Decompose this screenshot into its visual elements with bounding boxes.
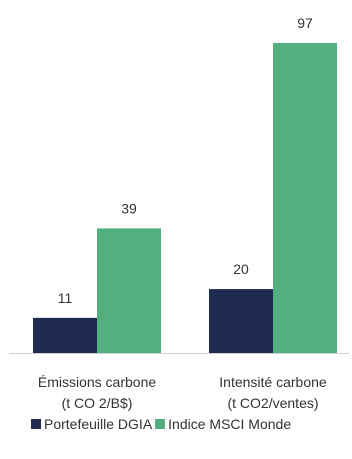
legend-label-msci: Indice MSCI Monde [168,416,292,432]
bars-group [33,43,337,353]
category-labels-group: Émissions carbone (t CO 2/B$) Intensité ca… [38,374,327,411]
legend-label-portefeuille: Portefeuille DGIA [44,416,153,432]
category-label-emissions-line2: (t CO 2/B$) [62,395,133,411]
category-label-emissions-line1: Émissions carbone [38,374,156,390]
category-label-intensite-line1: Intensité carbone [219,374,327,390]
legend-swatch-msci [155,419,166,429]
legend-swatch-portefeuille [31,419,41,429]
category-label-intensite-line2: (t CO2/ventes) [227,395,318,411]
legend-item-msci: Indice MSCI Monde [155,416,291,432]
value-label-portefeuille-emissions: 11 [58,290,73,306]
bar-msci-intensite [273,43,337,353]
value-label-portefeuille-intensite: 20 [233,261,249,277]
value-label-msci-intensite: 97 [297,15,313,31]
legend: Portefeuille DGIA Indice MSCI Monde [31,416,291,432]
bar-portefeuille-intensite [209,289,273,353]
bar-msci-emissions [97,228,161,353]
value-label-msci-emissions: 39 [121,200,137,216]
value-labels-group: 11 39 20 97 [58,15,313,306]
legend-item-portefeuille: Portefeuille DGIA [31,416,152,432]
bar-portefeuille-emissions [33,317,97,353]
